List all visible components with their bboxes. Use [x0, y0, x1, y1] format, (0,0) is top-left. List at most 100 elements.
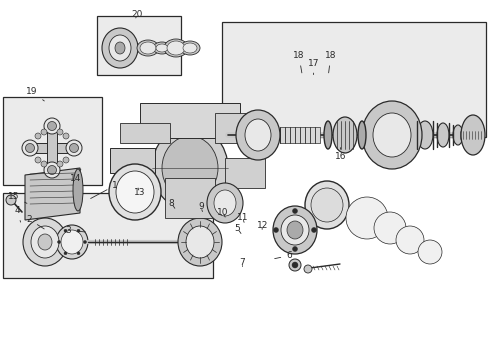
- Ellipse shape: [333, 117, 357, 153]
- Circle shape: [44, 118, 60, 134]
- Ellipse shape: [358, 121, 366, 149]
- Ellipse shape: [116, 171, 154, 213]
- Ellipse shape: [362, 101, 422, 169]
- Ellipse shape: [23, 218, 67, 266]
- Circle shape: [41, 161, 47, 167]
- Text: 12: 12: [256, 220, 268, 230]
- Ellipse shape: [461, 115, 485, 155]
- Text: 1: 1: [91, 181, 118, 198]
- Circle shape: [293, 247, 297, 252]
- Circle shape: [63, 133, 69, 139]
- Circle shape: [64, 229, 67, 232]
- Text: 16: 16: [335, 148, 346, 161]
- Ellipse shape: [346, 197, 388, 239]
- Bar: [140, 103, 240, 138]
- Text: 8: 8: [169, 199, 175, 208]
- Circle shape: [48, 166, 56, 175]
- Text: 18: 18: [293, 51, 305, 73]
- Ellipse shape: [115, 42, 125, 54]
- Ellipse shape: [437, 123, 449, 147]
- Circle shape: [70, 144, 78, 153]
- Text: 7: 7: [240, 258, 245, 267]
- Bar: [3, 97, 102, 185]
- Circle shape: [35, 133, 41, 139]
- Ellipse shape: [311, 188, 343, 222]
- Text: 10: 10: [217, 208, 229, 217]
- Text: 3: 3: [66, 226, 85, 235]
- Ellipse shape: [61, 230, 83, 254]
- Text: 14: 14: [70, 169, 82, 183]
- Ellipse shape: [156, 44, 168, 52]
- Text: 15: 15: [8, 192, 27, 203]
- Circle shape: [57, 129, 63, 135]
- Ellipse shape: [324, 121, 332, 149]
- Text: 20: 20: [131, 10, 143, 19]
- Ellipse shape: [207, 183, 243, 223]
- Ellipse shape: [305, 181, 349, 229]
- Text: 2: 2: [26, 215, 44, 229]
- Text: 17: 17: [308, 58, 319, 75]
- Ellipse shape: [396, 226, 424, 254]
- Text: 18: 18: [325, 51, 337, 73]
- Ellipse shape: [140, 42, 156, 54]
- Ellipse shape: [183, 43, 197, 53]
- Text: 19: 19: [26, 87, 44, 101]
- Ellipse shape: [38, 234, 52, 250]
- Circle shape: [77, 229, 80, 232]
- Bar: [97, 16, 181, 75]
- Polygon shape: [25, 168, 80, 220]
- Ellipse shape: [153, 42, 171, 54]
- Circle shape: [304, 265, 312, 273]
- Ellipse shape: [417, 121, 433, 149]
- Circle shape: [83, 240, 87, 243]
- Circle shape: [273, 228, 278, 233]
- Circle shape: [77, 252, 80, 255]
- Ellipse shape: [397, 227, 423, 253]
- Bar: [30, 143, 74, 153]
- Text: 13: 13: [134, 188, 146, 197]
- Ellipse shape: [137, 40, 159, 56]
- Ellipse shape: [56, 225, 88, 259]
- Ellipse shape: [102, 28, 138, 68]
- Circle shape: [48, 122, 56, 130]
- Circle shape: [57, 161, 63, 167]
- Ellipse shape: [273, 206, 317, 254]
- Circle shape: [6, 195, 16, 205]
- Circle shape: [66, 140, 82, 156]
- Ellipse shape: [162, 136, 218, 200]
- Circle shape: [35, 157, 41, 163]
- Ellipse shape: [245, 119, 271, 151]
- Circle shape: [25, 144, 34, 153]
- Circle shape: [41, 129, 47, 135]
- Text: 6: 6: [275, 251, 292, 260]
- Ellipse shape: [287, 221, 303, 239]
- Ellipse shape: [418, 240, 442, 264]
- Bar: [215, 113, 255, 143]
- Circle shape: [289, 259, 301, 271]
- Ellipse shape: [453, 125, 463, 145]
- Ellipse shape: [214, 190, 236, 216]
- Ellipse shape: [373, 113, 411, 157]
- Ellipse shape: [186, 226, 214, 258]
- Ellipse shape: [236, 110, 280, 160]
- Bar: [222, 22, 486, 137]
- Ellipse shape: [167, 41, 185, 55]
- Circle shape: [63, 157, 69, 163]
- Ellipse shape: [164, 39, 188, 57]
- Ellipse shape: [347, 198, 387, 238]
- Circle shape: [312, 228, 317, 233]
- Circle shape: [22, 140, 38, 156]
- Circle shape: [293, 208, 297, 213]
- Ellipse shape: [109, 35, 131, 61]
- Ellipse shape: [375, 213, 405, 243]
- Text: 5: 5: [235, 224, 241, 234]
- Ellipse shape: [109, 164, 161, 220]
- Circle shape: [292, 262, 298, 268]
- Text: 4: 4: [14, 206, 21, 222]
- Bar: [120, 123, 170, 143]
- Bar: [3, 193, 213, 278]
- Circle shape: [57, 240, 60, 243]
- Circle shape: [64, 252, 67, 255]
- Ellipse shape: [180, 41, 200, 55]
- Bar: [47, 126, 57, 170]
